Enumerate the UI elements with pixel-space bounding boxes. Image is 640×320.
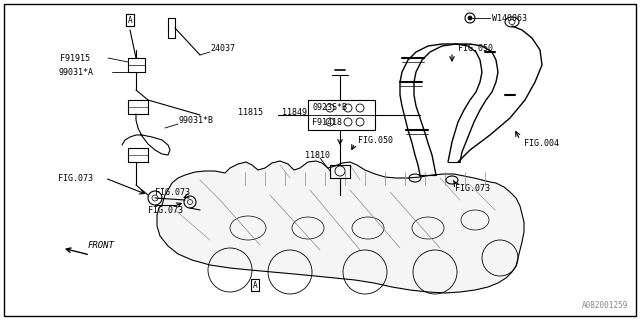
- Text: FIG.073: FIG.073: [155, 188, 190, 196]
- Text: FIG.004: FIG.004: [524, 139, 559, 148]
- Text: FIG.050: FIG.050: [458, 44, 493, 52]
- Text: A: A: [253, 281, 257, 290]
- Text: FIG.073: FIG.073: [58, 173, 93, 182]
- Circle shape: [468, 16, 472, 20]
- Text: F91418: F91418: [312, 117, 342, 126]
- Text: FIG.073: FIG.073: [148, 205, 183, 214]
- Text: 0923S*B: 0923S*B: [312, 102, 347, 111]
- Text: F91915: F91915: [60, 53, 90, 62]
- Text: 11810: 11810: [305, 150, 330, 159]
- Text: FIG.073: FIG.073: [455, 183, 490, 193]
- Text: FRONT: FRONT: [88, 241, 115, 250]
- Text: 99031*B: 99031*B: [178, 116, 213, 124]
- Text: 24037: 24037: [210, 44, 235, 52]
- Text: 11815: 11815: [238, 108, 263, 116]
- Text: W140063: W140063: [492, 13, 527, 22]
- Text: FIG.050: FIG.050: [358, 135, 393, 145]
- Text: 99031*A: 99031*A: [58, 68, 93, 76]
- Polygon shape: [157, 161, 524, 293]
- Text: 11849: 11849: [282, 108, 307, 116]
- Text: A: A: [128, 15, 132, 25]
- Text: A082001259: A082001259: [582, 301, 628, 310]
- Text: A: A: [128, 15, 132, 25]
